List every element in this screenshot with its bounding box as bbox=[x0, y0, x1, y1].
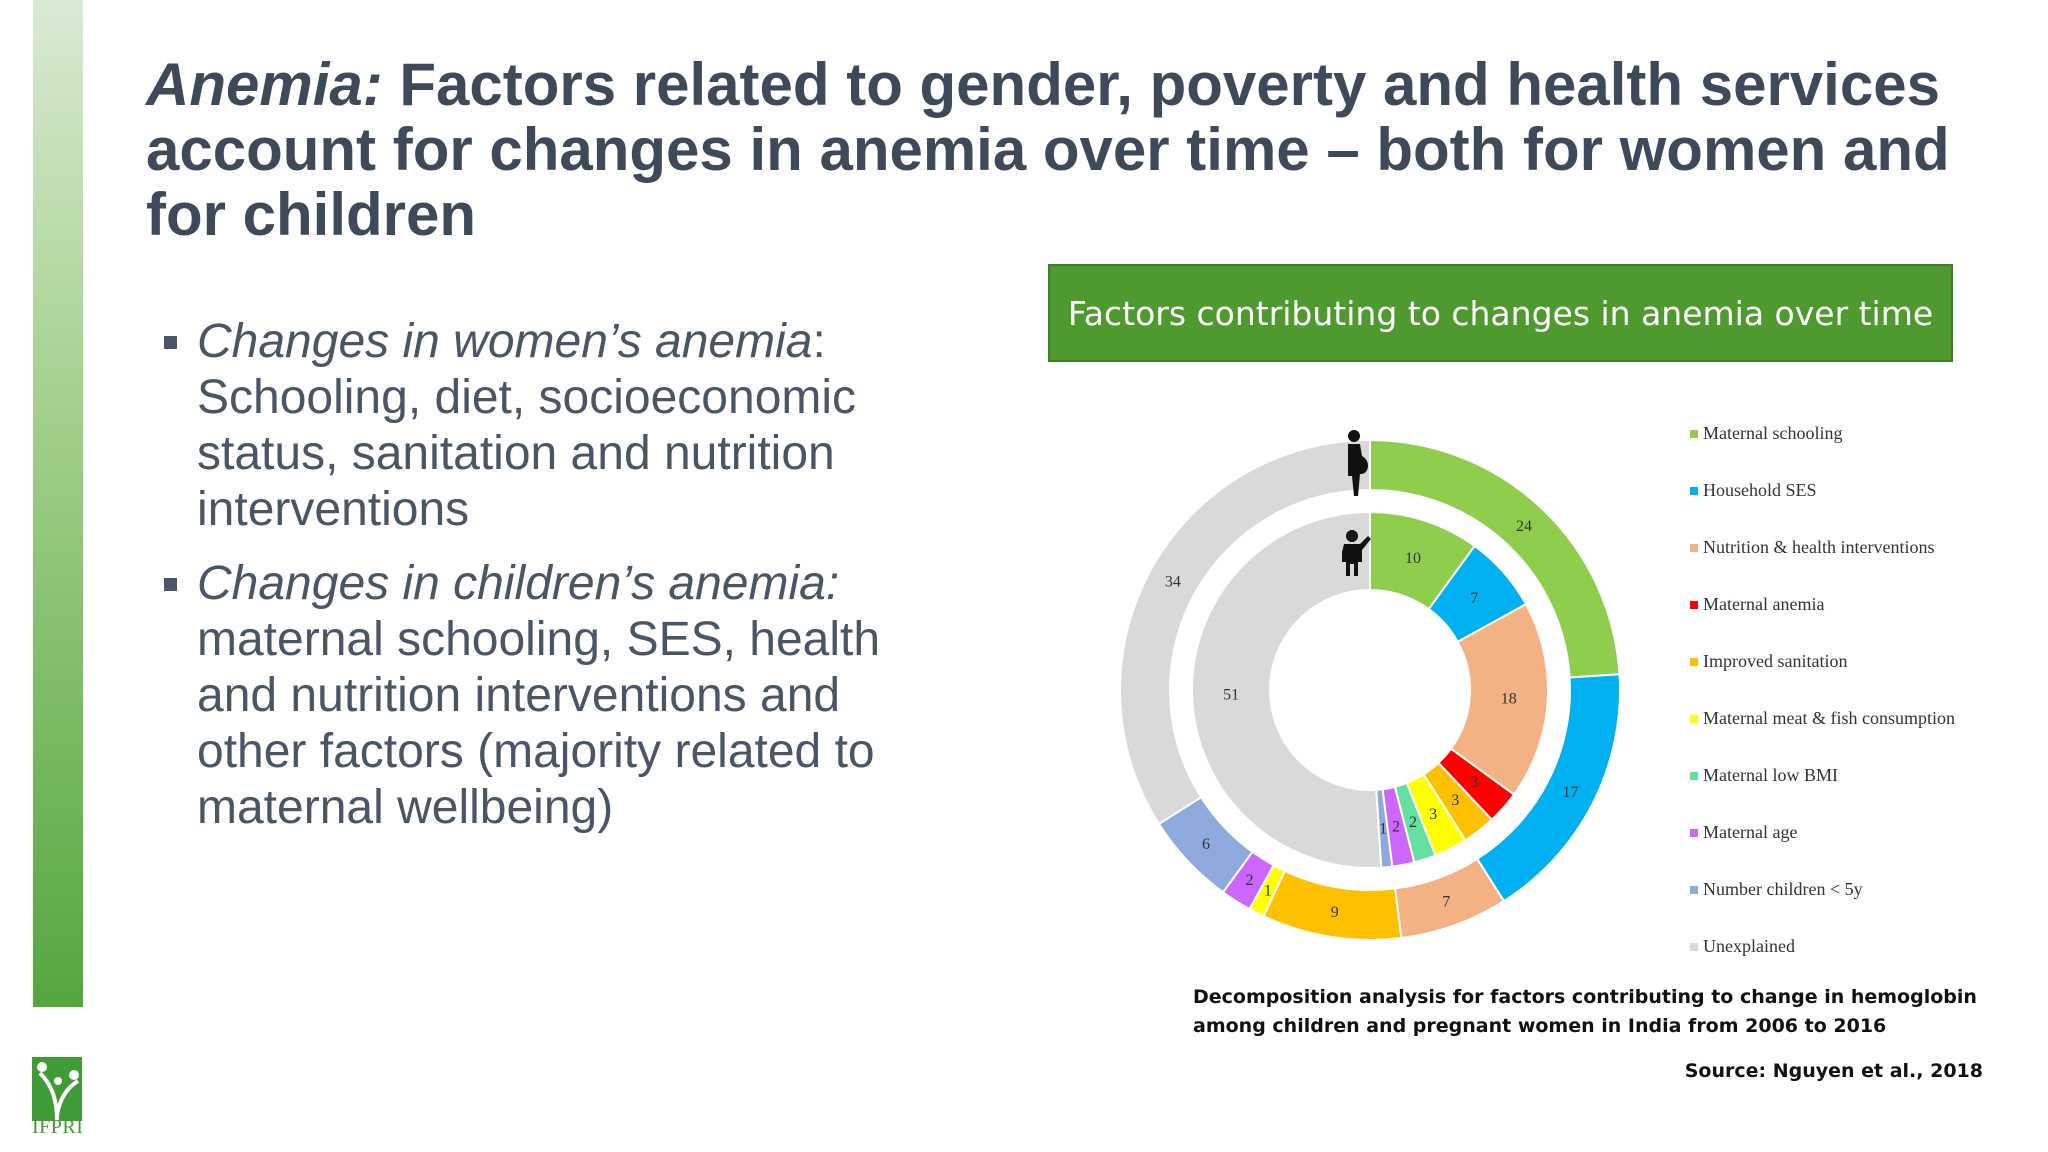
title-rest: Factors related to gender, poverty and h… bbox=[146, 51, 1950, 248]
value-label-inner-6: 2 bbox=[1409, 814, 1417, 831]
legend-swatch bbox=[1690, 600, 1698, 609]
legend-label: Improved sanitation bbox=[1703, 651, 1848, 671]
bullet-children: Changes in children’s anemia: maternal s… bbox=[160, 556, 960, 836]
legend-swatch bbox=[1690, 771, 1698, 780]
title-italic: Anemia: bbox=[146, 51, 383, 118]
legend-swatch bbox=[1690, 486, 1698, 495]
value-label-inner-5: 3 bbox=[1429, 806, 1437, 823]
decorative-side-bar bbox=[33, 0, 83, 1007]
source-citation: Source: Nguyen et al., 2018 bbox=[1684, 1060, 1983, 1082]
legend-label: Unexplained bbox=[1703, 936, 1795, 956]
value-label-inner-9: 51 bbox=[1223, 686, 1239, 703]
value-label-outer-0: 24 bbox=[1516, 518, 1532, 535]
legend-swatch bbox=[1690, 942, 1698, 951]
chart-title: Factors contributing to changes in anemi… bbox=[1048, 264, 1953, 362]
child-icon bbox=[1342, 530, 1371, 576]
legend-item: Maternal low BMI bbox=[1690, 747, 2020, 804]
legend-label: Maternal anemia bbox=[1703, 594, 1825, 614]
legend-item: Number children < 5y bbox=[1690, 861, 2020, 918]
legend-item: Maternal meat & fish consumption bbox=[1690, 690, 2020, 747]
value-label-inner-2: 18 bbox=[1501, 691, 1517, 708]
legend-label: Maternal age bbox=[1703, 822, 1798, 842]
bullet-women-text: : Schooling, diet, socioeconomic status,… bbox=[197, 315, 857, 536]
value-label-inner-8: 1 bbox=[1379, 820, 1387, 837]
pregnant-woman-icon bbox=[1348, 430, 1368, 496]
page-title: Anemia: Factors related to gender, pover… bbox=[146, 52, 2006, 247]
legend-item: Nutrition & health interventions bbox=[1690, 519, 2020, 576]
legend-swatch bbox=[1690, 657, 1698, 666]
legend-item: Maternal age bbox=[1690, 804, 2020, 861]
legend-item: Household SES bbox=[1690, 462, 2020, 519]
legend-label: Number children < 5y bbox=[1703, 879, 1863, 899]
legend-label: Maternal schooling bbox=[1703, 423, 1843, 443]
slice-outer-9 bbox=[1119, 438, 1371, 826]
legend-swatch bbox=[1690, 828, 1698, 837]
bullet-children-text: maternal schooling, SES, health and nutr… bbox=[197, 613, 881, 834]
bullet-women-italic: Changes in women’s anemia bbox=[197, 315, 813, 368]
value-label-outer-8: 6 bbox=[1202, 836, 1210, 853]
value-label-outer-2: 7 bbox=[1442, 894, 1450, 911]
legend-item: Maternal anemia bbox=[1690, 576, 2020, 633]
legend-label: Maternal meat & fish consumption bbox=[1703, 708, 1955, 728]
value-label-inner-3: 3 bbox=[1470, 774, 1478, 791]
value-label-outer-1: 17 bbox=[1562, 784, 1578, 801]
legend-swatch bbox=[1690, 543, 1698, 552]
value-label-inner-4: 3 bbox=[1451, 792, 1459, 809]
value-label-inner-1: 7 bbox=[1470, 590, 1478, 607]
bullet-women: Changes in women’s anemia: Schooling, di… bbox=[160, 314, 960, 538]
legend-item: Improved sanitation bbox=[1690, 633, 2020, 690]
bullet-square-icon bbox=[164, 578, 177, 591]
legend-label: Maternal low BMI bbox=[1703, 765, 1838, 785]
legend-item: Maternal schooling bbox=[1690, 405, 2020, 462]
legend-swatch bbox=[1690, 714, 1698, 723]
value-label-inner-7: 2 bbox=[1392, 819, 1400, 836]
value-label-outer-4: 9 bbox=[1331, 904, 1339, 921]
legend-label: Nutrition & health interventions bbox=[1703, 537, 1935, 557]
value-label-outer-7: 2 bbox=[1245, 872, 1253, 889]
logo-text: IFPRI bbox=[32, 1116, 84, 1138]
value-label-inner-0: 10 bbox=[1405, 550, 1421, 567]
legend-label: Household SES bbox=[1703, 480, 1817, 500]
legend-item: Unexplained bbox=[1690, 918, 2020, 975]
value-label-outer-9: 34 bbox=[1165, 574, 1181, 591]
value-label-outer-5: 1 bbox=[1264, 882, 1272, 899]
legend-swatch bbox=[1690, 429, 1698, 438]
chart-caption: Decomposition analysis for factors contr… bbox=[1193, 986, 1977, 1037]
legend-swatch bbox=[1690, 885, 1698, 894]
bullet-children-italic: Changes in children’s anemia: bbox=[197, 557, 840, 610]
slice-inner-2 bbox=[1449, 602, 1549, 797]
bullet-list: Changes in women’s anemia: Schooling, di… bbox=[160, 314, 960, 854]
chart-legend: Maternal schooling Household SES Nutrition… bbox=[1690, 405, 2020, 975]
ifpri-logo-icon bbox=[32, 1057, 82, 1122]
bullet-square-icon bbox=[164, 336, 177, 349]
slice-inner-9 bbox=[1191, 510, 1383, 869]
